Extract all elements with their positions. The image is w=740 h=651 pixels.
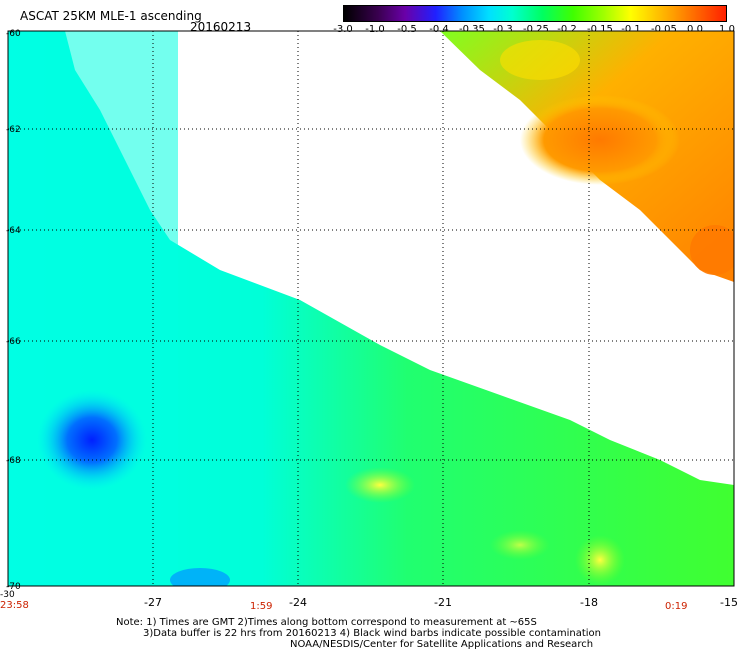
time-label: 0:19 xyxy=(665,601,688,612)
colorbar-tick-label: -3.0 xyxy=(333,24,353,35)
colorbar-tick-label: 1.0 xyxy=(719,24,735,35)
lat-label: -66 xyxy=(6,337,21,347)
colorbar-tick-label: -0.05 xyxy=(651,24,677,35)
lon-label: -18 xyxy=(580,596,598,609)
note-line-3: NOAA/NESDIS/Center for Satellite Applica… xyxy=(290,639,594,650)
colorbar-tick-label: -1.0 xyxy=(365,24,385,35)
lon-label: -21 xyxy=(434,596,452,609)
colorbar-tick-label: -0.4 xyxy=(429,24,449,35)
colorbar-tick-label: -0.2 xyxy=(557,24,577,35)
colorbar-tick-label: -0.5 xyxy=(397,24,417,35)
lon-label: -15 xyxy=(720,596,738,609)
colorbar xyxy=(343,5,727,22)
low-value-blob xyxy=(37,390,147,490)
high-value-blob xyxy=(520,95,680,185)
map-title: ASCAT 25KM MLE-1 ascending xyxy=(20,9,202,23)
note-line-2: 3)Data buffer is 22 hrs from 20160213 4)… xyxy=(143,628,601,639)
note-line-1: Note: 1) Times are GMT 2)Times along bot… xyxy=(116,617,537,628)
map-date: 20160213 xyxy=(190,20,252,34)
colorbar-tick-label: -0.3 xyxy=(493,24,513,35)
time-label: 1:59 xyxy=(250,601,273,612)
lon-label: -24 xyxy=(289,596,307,609)
lat-label: -60 xyxy=(6,29,21,39)
lat-label: -70 xyxy=(6,582,21,592)
time-label: 23:58 xyxy=(0,600,29,611)
colorbar-tick-label: -0.1 xyxy=(621,24,641,35)
colorbar-tick-label: -0.15 xyxy=(587,24,613,35)
colorbar-tick-label: -0.25 xyxy=(523,24,549,35)
lon-label: -30 xyxy=(0,590,15,600)
left-swath xyxy=(8,31,734,586)
lon-label: -27 xyxy=(144,596,162,609)
lat-label: -62 xyxy=(6,125,21,135)
colorbar-tick-label: -0.35 xyxy=(459,24,485,35)
lat-label: -68 xyxy=(6,456,21,466)
colorbar-tick-label: 0.0 xyxy=(687,24,703,35)
lat-label: -64 xyxy=(6,226,21,236)
